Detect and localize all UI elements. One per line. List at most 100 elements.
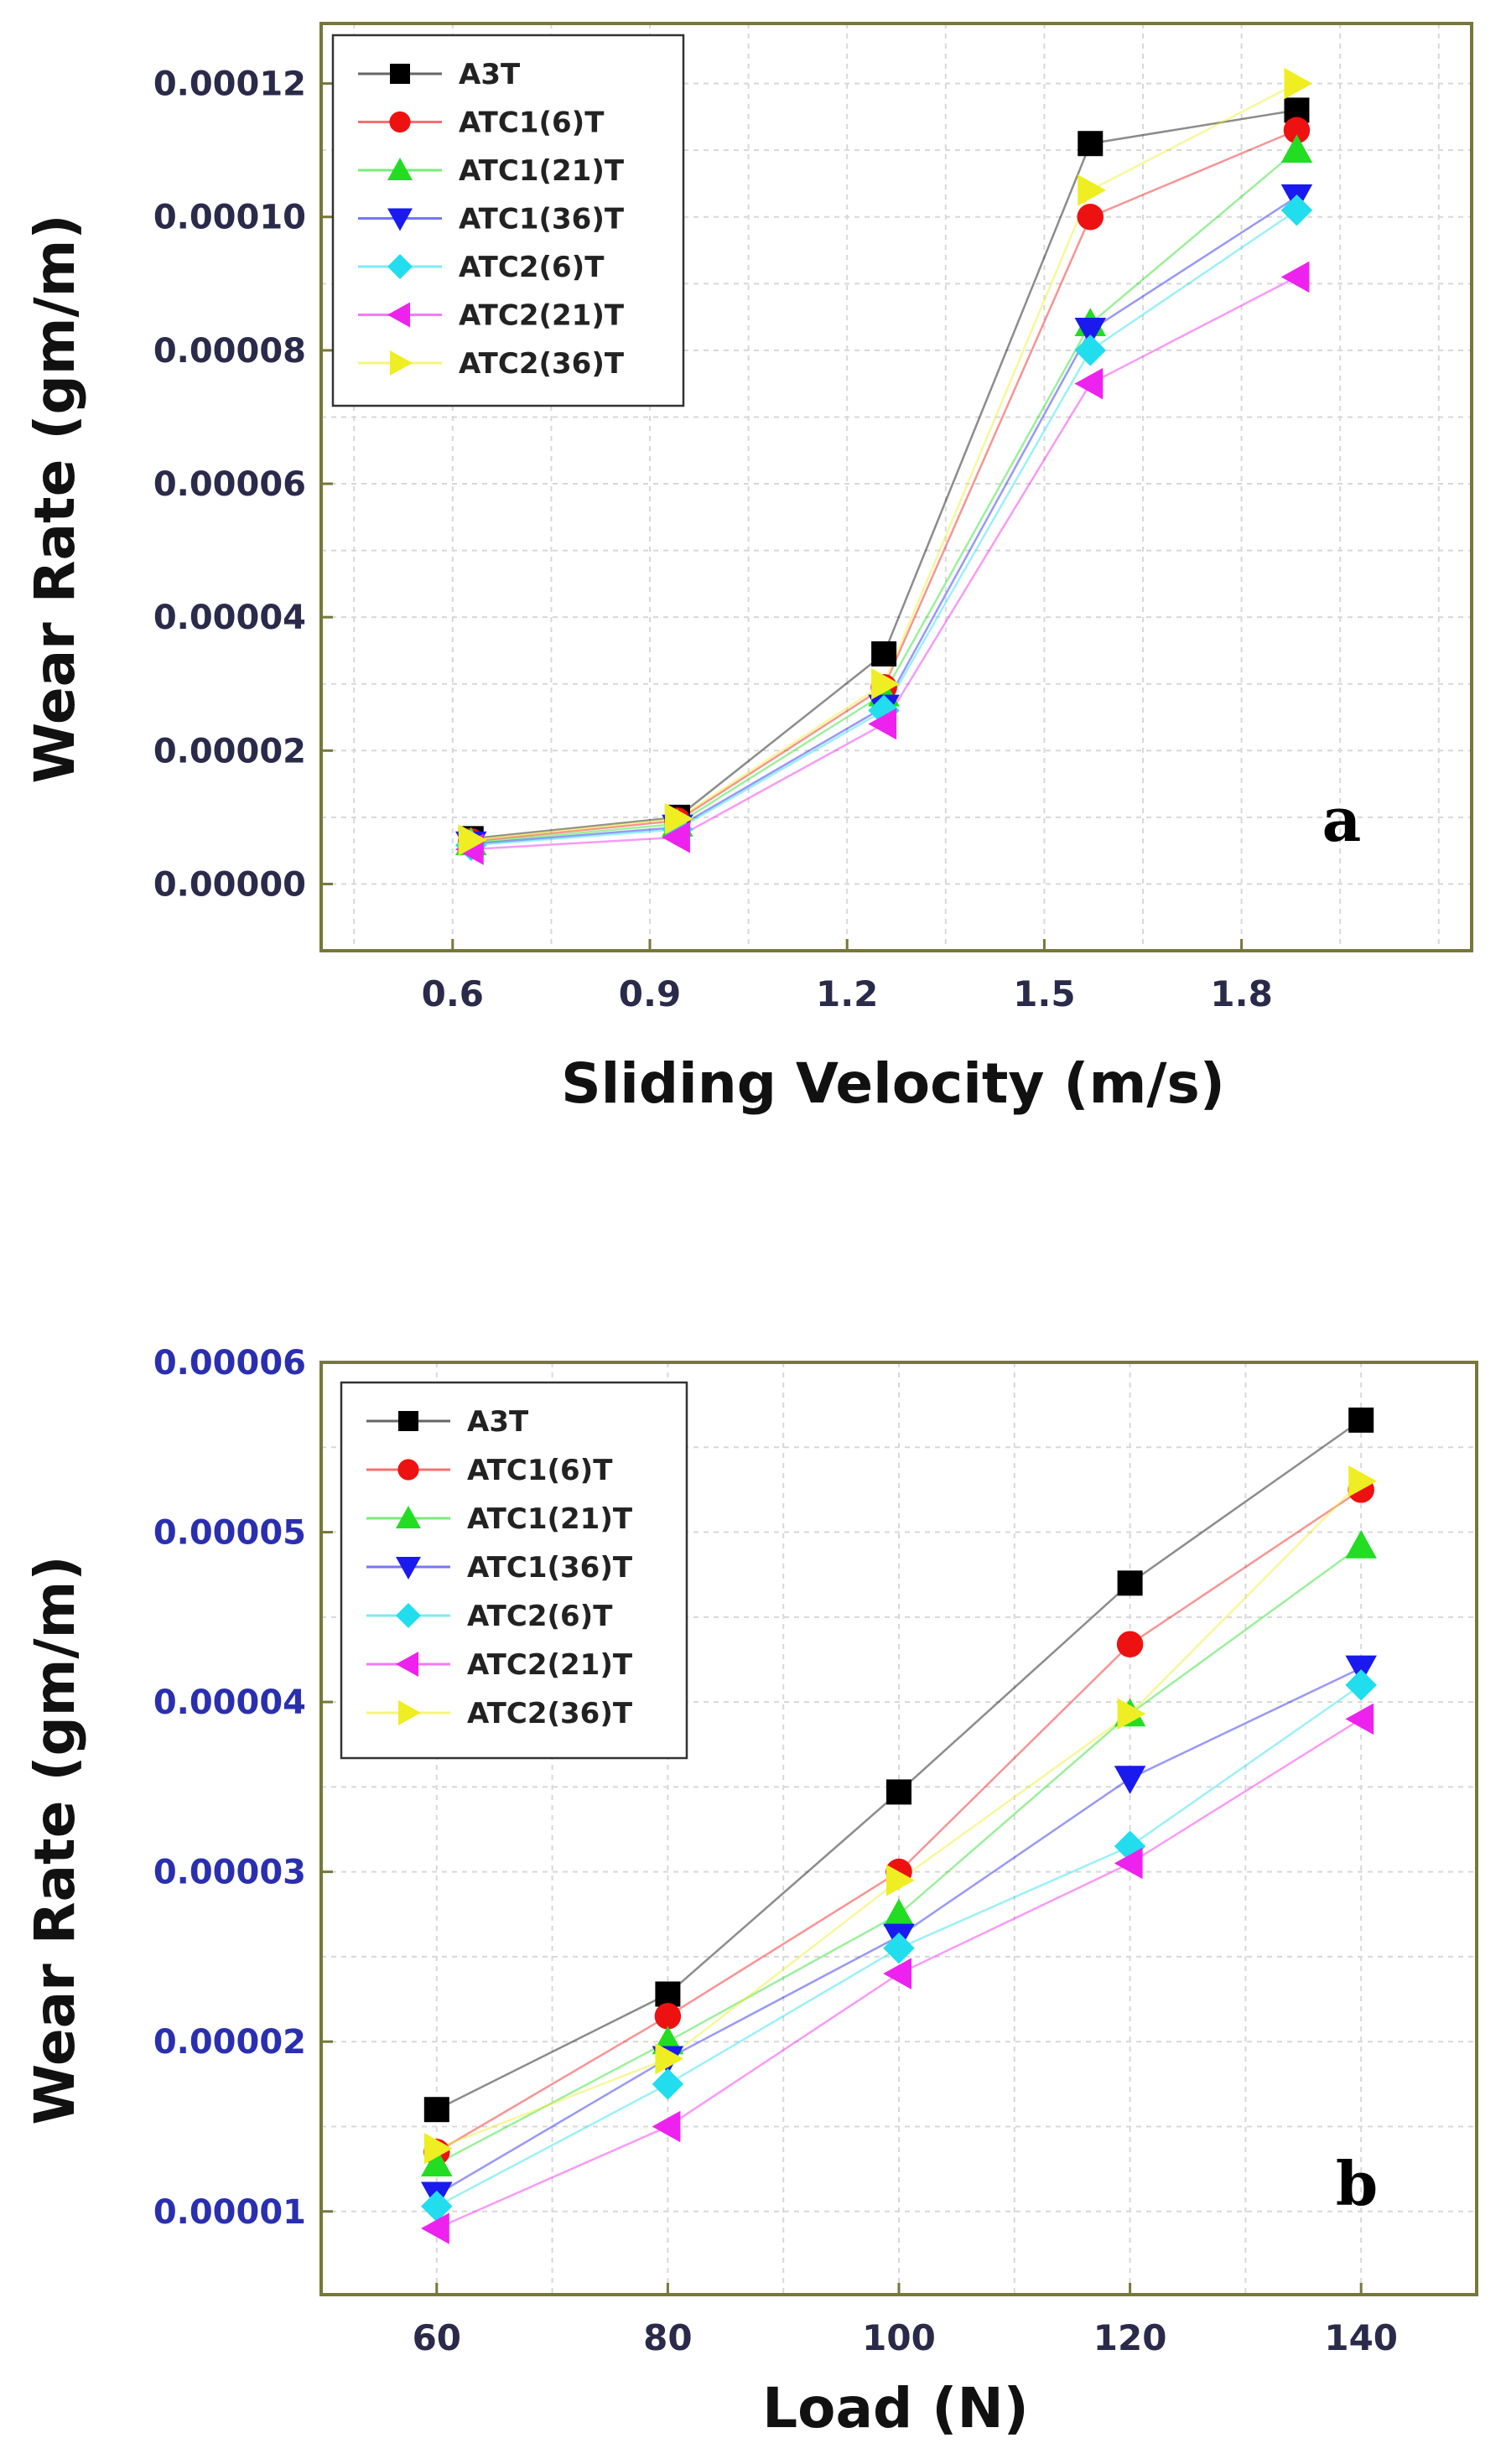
data-point: [883, 1898, 915, 1927]
data-point: [654, 2003, 682, 2030]
x-tick-label: 1.5: [1013, 973, 1075, 1014]
x-tick-label: 120: [1093, 2317, 1167, 2358]
panel-b-y-axis-label: Wear Rate (gm/m): [23, 1555, 87, 2124]
legend-entry-label: ATC2(6)T: [459, 251, 605, 284]
data-point: [1345, 1530, 1377, 1559]
data-point: [423, 2097, 449, 2123]
y-tick-label: 0.00003: [153, 1854, 306, 1892]
panel-b-letter: b: [1336, 2148, 1378, 2219]
panel-a-y-ticks: 0.00000 0.00002 0.00004 0.00006 0.00008 0.000…: [153, 65, 333, 904]
panel-a-chart: 0.6 0.9 1.2 1.5 1.8 0.000000.000020.000040.0…: [23, 22, 1473, 1116]
x-tick-label: 0.9: [619, 973, 681, 1014]
legend-entry-label: A3T: [459, 58, 521, 91]
data-point: [1283, 117, 1311, 144]
legend-entry-label: ATC2(36)T: [459, 347, 625, 381]
data-point: [662, 821, 690, 853]
data-point: [652, 2068, 684, 2100]
y-tick-label: 0.00012: [153, 65, 306, 104]
legend-entry-label: ATC2(21)T: [459, 299, 625, 333]
panel-a-series: [455, 67, 1313, 865]
data-point: [421, 2212, 449, 2244]
x-tick-label: 100: [862, 2317, 936, 2358]
x-tick-label: 140: [1324, 2317, 1398, 2358]
legend-swatch-marker: [387, 302, 410, 328]
data-point: [1345, 1669, 1377, 1701]
legend-swatch-marker: [396, 1557, 421, 1580]
data-point: [886, 1865, 915, 1896]
data-point: [1074, 367, 1104, 400]
legend-swatch-marker: [397, 1459, 419, 1481]
legend-entry-label: ATC1(36)T: [467, 1551, 633, 1585]
panel-b-grid: [321, 1362, 1477, 2295]
data-point: [1348, 1465, 1377, 1497]
data-point: [458, 824, 487, 856]
data-point: [886, 1779, 911, 1805]
panel-a-plot-frame: [319, 22, 1473, 952]
data-point: [1284, 67, 1313, 100]
y-tick-label: 0.00000: [153, 865, 306, 904]
data-point: [1077, 203, 1104, 231]
legend-swatch-marker: [390, 350, 413, 376]
panel-a-letter: a: [1322, 784, 1362, 855]
legend-entry-label: ATC1(36)T: [459, 203, 625, 236]
panel-a-x-axis-label: Sliding Velocity (m/s): [561, 1051, 1225, 1116]
data-point: [1074, 335, 1107, 366]
x-tick-label: 60: [413, 2317, 461, 2358]
data-point: [1074, 318, 1107, 346]
data-point: [1114, 1766, 1146, 1794]
legend-entry-label: ATC1(21)T: [459, 154, 625, 188]
legend-entry-label: ATC1(6)T: [459, 106, 605, 140]
data-point: [1117, 1698, 1146, 1730]
y-tick-label: 0.00004: [153, 599, 306, 637]
legend-entry-label: ATC1(21)T: [467, 1502, 633, 1536]
data-point: [1345, 1703, 1374, 1735]
x-tick-label: 1.2: [816, 973, 878, 1014]
y-tick-label: 0.00006: [153, 465, 306, 504]
data-point: [1117, 1570, 1143, 1596]
panel-b-chart: 60 80 100 120 140 0.000010.000020.000030.000…: [23, 1344, 1478, 2441]
legend-swatch-marker: [396, 1603, 421, 1628]
panel-b-x-ticks: 60 80 100 120 140: [413, 2283, 1398, 2358]
y-tick-label: 0.00008: [153, 332, 306, 371]
data-point: [655, 2042, 684, 2075]
panel-b-x-axis-label: Load (N): [762, 2376, 1029, 2441]
panel-b-legend: A3T ATC1(6)T ATC1(21)T ATC1(36)T ATC2(6)T ATC…: [340, 1381, 688, 1760]
data-point: [664, 802, 693, 835]
legend-swatch-marker: [396, 1506, 421, 1528]
legend-entry-label: A3T: [467, 1405, 529, 1439]
y-tick-label: 0.00006: [153, 1344, 306, 1382]
data-point: [423, 2133, 453, 2165]
legend-swatch-marker: [390, 64, 410, 84]
data-point: [1078, 131, 1104, 157]
panel-b-series: [421, 1407, 1377, 2244]
data-point: [883, 1958, 911, 1989]
legend-swatch-marker: [387, 254, 413, 279]
x-tick-label: 1.8: [1210, 973, 1272, 1014]
legend-swatch-marker: [398, 1411, 418, 1431]
data-point: [871, 641, 897, 667]
legend-box: [331, 34, 685, 407]
x-tick-label: 80: [643, 2317, 692, 2358]
data-point: [1078, 174, 1107, 206]
data-point: [1280, 195, 1313, 226]
panel-b-y-ticks: 0.00001 0.00002 0.00003 0.00004 0.00005 0.000…: [153, 1344, 333, 2232]
data-point: [1280, 134, 1313, 163]
data-point: [868, 708, 897, 740]
data-point: [1348, 1407, 1374, 1433]
data-point: [652, 2110, 681, 2143]
legend-swatch-marker: [389, 111, 411, 133]
legend-swatch-marker: [396, 1652, 418, 1677]
legend-entry-label: ATC1(6)T: [467, 1454, 613, 1487]
panel-a-x-ticks: 0.6 0.9 1.2 1.5 1.8: [422, 939, 1273, 1014]
panel-a-y-axis-label: Wear Rate (gm/m): [23, 214, 87, 783]
x-tick-label: 0.6: [422, 973, 484, 1014]
legend-entry-label: ATC2(6)T: [467, 1600, 613, 1633]
data-point: [1280, 261, 1310, 293]
panel-a-legend: A3T ATC1(6)T ATC1(21)T ATC1(36)T ATC2(6)T ATC…: [331, 34, 685, 407]
y-tick-label: 0.00001: [153, 2193, 306, 2232]
legend-entry-label: ATC2(21)T: [467, 1648, 633, 1682]
data-point: [421, 2190, 453, 2223]
legend-swatch-marker: [387, 208, 413, 231]
